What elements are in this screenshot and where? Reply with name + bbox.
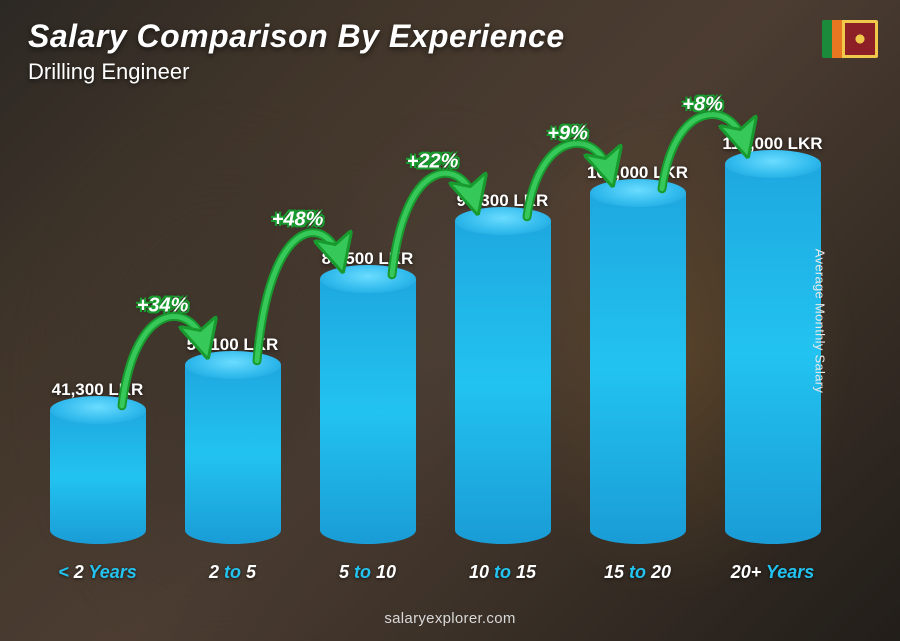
bar-3d xyxy=(320,279,416,544)
bar-3d xyxy=(185,365,281,544)
bar-top-ellipse xyxy=(590,179,686,207)
bar-top-ellipse xyxy=(320,265,416,293)
bar-3d xyxy=(725,164,821,544)
chart-subtitle: Drilling Engineer xyxy=(28,59,565,85)
bar-chart: 41,300 LKR < 2 Years 55,100 LKR 2 to 5 8… xyxy=(30,113,840,583)
bar-group: 41,300 LKR < 2 Years xyxy=(30,380,165,583)
bar-body xyxy=(50,410,146,544)
footer-attribution: salaryexplorer.com xyxy=(0,610,900,627)
header: Salary Comparison By Experience Drilling… xyxy=(28,18,565,85)
flag-stripe-green xyxy=(822,20,832,58)
bar-3d xyxy=(50,410,146,544)
bar-body xyxy=(455,221,551,544)
bar-3d xyxy=(455,221,551,544)
growth-percent-badge: +48% xyxy=(272,209,324,232)
bar-group: 108,000 LKR 15 to 20 xyxy=(570,163,705,583)
growth-percent-badge: +8% xyxy=(682,94,723,117)
bar-x-label: 20+ Years xyxy=(731,562,815,583)
bar-group: 55,100 LKR 2 to 5 xyxy=(165,335,300,583)
bar-x-label: < 2 Years xyxy=(58,562,137,583)
bar-top-ellipse xyxy=(50,396,146,424)
growth-percent-badge: +22% xyxy=(407,151,459,174)
bar-3d xyxy=(590,193,686,544)
flag-stripe-orange xyxy=(832,20,842,58)
country-flag-sri-lanka xyxy=(822,20,878,58)
bar-x-label: 2 to 5 xyxy=(209,562,256,583)
bar-top-ellipse xyxy=(725,150,821,178)
flag-lion-icon xyxy=(848,26,872,52)
bar-body xyxy=(590,193,686,544)
growth-percent-badge: +34% xyxy=(137,295,189,318)
bar-x-label: 10 to 15 xyxy=(469,562,536,583)
bar-group: 81,500 LKR 5 to 10 xyxy=(300,249,435,583)
chart-title: Salary Comparison By Experience xyxy=(28,18,565,55)
bar-x-label: 5 to 10 xyxy=(339,562,396,583)
bar-group: 99,300 LKR 10 to 15 xyxy=(435,191,570,583)
bar-top-ellipse xyxy=(185,351,281,379)
bar-x-label: 15 to 20 xyxy=(604,562,671,583)
y-axis-label: Average Monthly Salary xyxy=(812,248,827,392)
bar-top-ellipse xyxy=(455,207,551,235)
growth-percent-badge: +9% xyxy=(547,123,588,146)
bar-body xyxy=(320,279,416,544)
bar-body xyxy=(725,164,821,544)
bar-body xyxy=(185,365,281,544)
flag-panel-maroon xyxy=(842,20,878,58)
